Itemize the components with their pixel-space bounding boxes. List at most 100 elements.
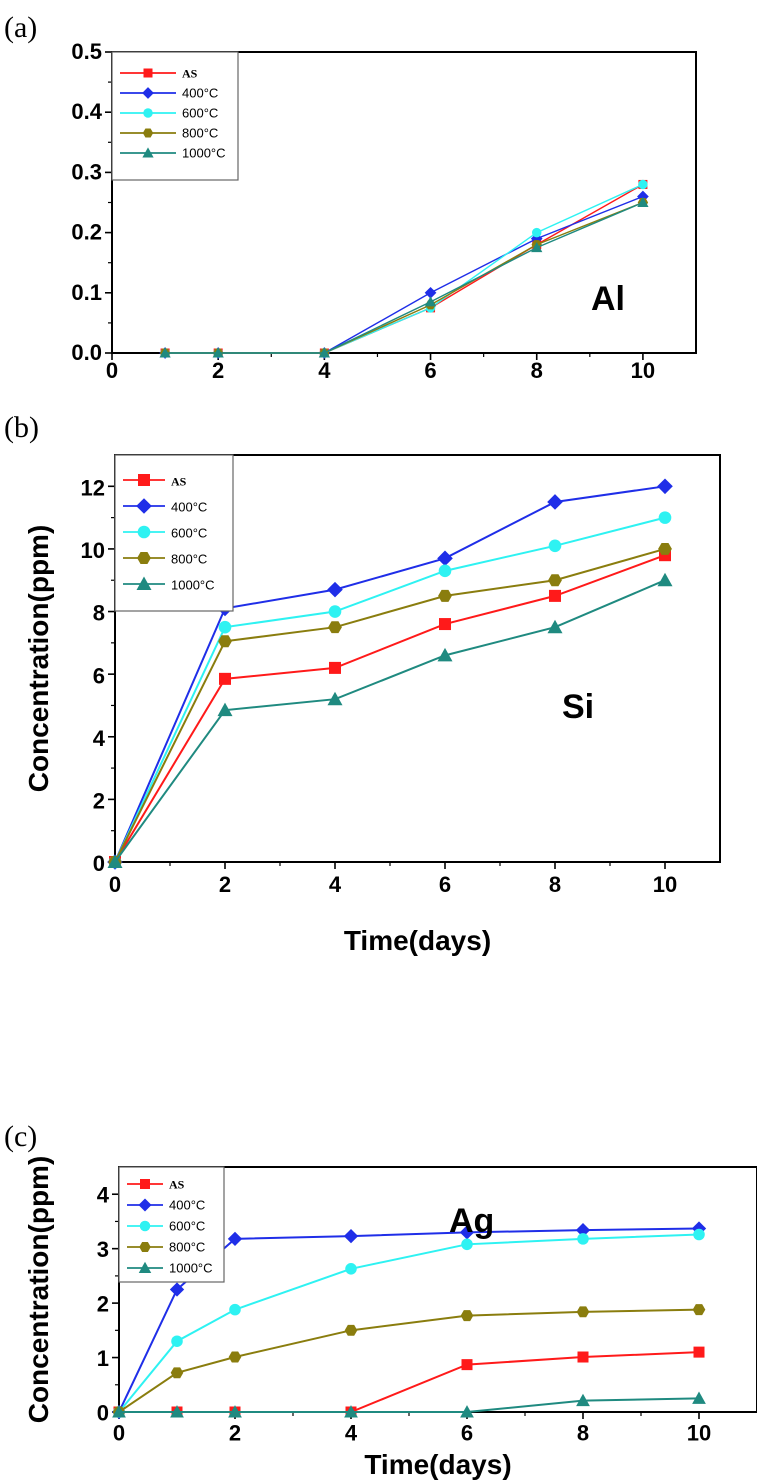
x-tick-label: 6	[424, 358, 436, 383]
x-tick-label: 8	[577, 1420, 589, 1445]
series-line-c1000	[119, 1397, 700, 1413]
x-tick-label: 2	[229, 1420, 241, 1445]
series-line-as	[165, 183, 644, 354]
legend-item-c600: 600°C	[123, 525, 207, 540]
x-tick-label: 0	[113, 1420, 125, 1445]
series-line-c400	[114, 485, 666, 863]
data-point-c800	[344, 1324, 358, 1336]
data-point-c400	[169, 1282, 185, 1297]
data-point-c1000	[657, 572, 673, 587]
data-point-as	[439, 618, 451, 631]
plot-frame	[114, 454, 721, 863]
y-axis-title: Concentration(ppm)	[23, 1156, 54, 1424]
x-axis-title: Time(days)	[344, 925, 491, 956]
data-point-c1000	[437, 647, 453, 662]
series-line-c400	[165, 195, 644, 354]
data-point-c1000	[212, 347, 224, 358]
y-tick-label: 6	[93, 663, 105, 688]
x-tick-label: 4	[345, 1420, 358, 1445]
series-line-c600	[165, 183, 644, 354]
y-tick-label: 2	[93, 788, 105, 813]
x-tick-label: 6	[439, 872, 451, 897]
data-point-c600	[693, 1228, 705, 1241]
legend-marker-c800	[139, 1242, 151, 1252]
data-point-c800	[576, 1306, 590, 1318]
data-point-as	[549, 589, 561, 602]
data-point-c600	[345, 1263, 357, 1275]
data-point-c800	[438, 589, 452, 602]
data-point-c600	[461, 1238, 473, 1251]
legend-label: AS	[171, 474, 187, 488]
legend-label: 800°C	[171, 551, 207, 566]
y-tick-label: 0.4	[71, 99, 102, 124]
legend-item-c1000: 1000°C	[123, 576, 215, 592]
data-point-c600	[638, 179, 648, 190]
y-tick-label: 4	[97, 1183, 110, 1208]
element-label: Al	[591, 280, 625, 318]
legend-item-c1000: 1000°C	[127, 1261, 213, 1276]
data-point-as	[461, 1359, 473, 1371]
data-point-c1000	[217, 702, 233, 717]
series-c400	[159, 190, 649, 359]
legend-item-c400: 400°C	[120, 86, 218, 101]
data-point-c800	[228, 1351, 242, 1363]
data-point-c400	[575, 1223, 591, 1238]
legend-item-c800: 800°C	[120, 126, 218, 141]
legend-label: 1000°C	[169, 1261, 213, 1276]
legend-item-c800: 800°C	[123, 551, 207, 566]
legend-marker-c1000	[136, 576, 152, 590]
x-tick-label: 0	[106, 358, 118, 383]
legend-box	[118, 1166, 225, 1283]
y-tick-label: 0.1	[71, 280, 102, 305]
data-point-c1000	[112, 1405, 126, 1418]
panel-letter: (b)	[4, 411, 39, 444]
legend: AS 400°C 600°C 800°C 1000°C	[118, 1166, 225, 1283]
data-point-c600	[328, 605, 342, 618]
data-point-c600	[229, 1303, 241, 1316]
legend: AS 400°C 600°C 800°C 1000°C	[111, 51, 239, 181]
legend-label: 800°C	[169, 1240, 205, 1255]
data-point-c1000	[327, 691, 343, 706]
legend: AS 400°C 600°C 800°C 1000°C	[114, 454, 234, 612]
legend-marker-c800	[142, 128, 154, 138]
data-point-c1000	[576, 1393, 590, 1407]
data-point-c400	[424, 286, 437, 299]
data-point-c400	[327, 581, 343, 598]
series-line-c800	[114, 547, 666, 863]
x-tick-label: 0	[109, 872, 121, 897]
y-tick-label: 4	[93, 726, 106, 751]
y-tick-label: 2	[97, 1292, 109, 1317]
data-point-c400	[547, 494, 563, 510]
legend-marker-c1000	[142, 147, 154, 158]
element-label: Ag	[449, 1202, 494, 1240]
legend-label: 400°C	[169, 1198, 205, 1213]
series-c1000	[107, 572, 673, 868]
panel-c: (c) 0 2 4 6 8 10 0 1 2 3 4 Ag AS 400°C 600°C 800°C 1000°C…	[4, 1120, 757, 1480]
legend-item-c400: 400°C	[123, 498, 207, 514]
data-point-c1000	[170, 1405, 184, 1418]
legend-marker-c600	[139, 1220, 151, 1232]
legend-marker-as	[138, 474, 150, 486]
series-line-as	[119, 1351, 700, 1413]
x-tick-label: 10	[631, 358, 655, 383]
data-point-c1000	[318, 347, 330, 358]
legend-item-c400: 400°C	[127, 1198, 205, 1213]
data-point-c600	[218, 620, 232, 634]
legend-marker-c1000	[138, 1261, 152, 1273]
legend-label: AS	[182, 67, 198, 81]
series-as	[113, 1346, 705, 1418]
data-point-c400	[657, 478, 673, 495]
data-point-c400	[227, 1231, 243, 1247]
data-point-c1000	[228, 1405, 242, 1418]
data-point-c600	[171, 1335, 183, 1347]
data-point-c1000	[159, 347, 171, 358]
series-c800	[159, 198, 649, 358]
element-label: Si	[562, 688, 594, 726]
y-tick-label: 0.2	[71, 220, 102, 245]
legend-item-c800: 800°C	[127, 1240, 205, 1255]
legend-item-c1000: 1000°C	[120, 146, 226, 161]
legend-label: 1000°C	[182, 146, 226, 161]
panel-letter: (c)	[4, 1120, 37, 1153]
data-point-c1000	[460, 1405, 474, 1418]
